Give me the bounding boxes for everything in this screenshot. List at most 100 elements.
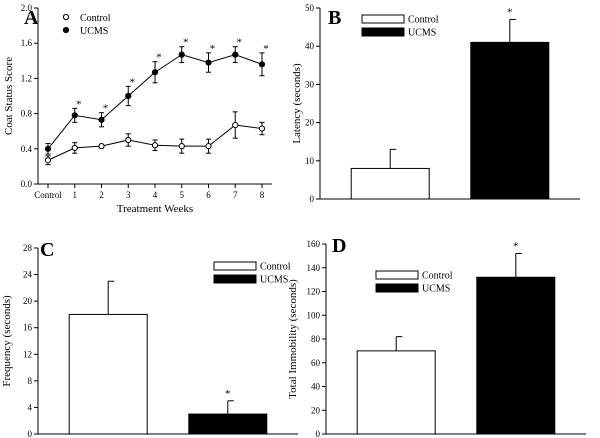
significance-star: *: [183, 37, 189, 49]
y-tick-label: 20: [23, 296, 33, 306]
legend-marker-control: [62, 13, 70, 21]
legend-swatch-ucms: [375, 283, 419, 293]
bar-ucms: [470, 41, 550, 200]
data-point-control: [232, 121, 239, 129]
y-tick-label: 24: [23, 270, 33, 280]
significance-star-ucms: *: [507, 6, 513, 18]
significance-star: *: [76, 98, 82, 110]
y-axis-label: Total Immobility (seconds): [287, 279, 299, 399]
legend-label-ucms: UCMS: [408, 28, 436, 39]
data-point-control: [71, 144, 78, 152]
data-point-ucms: [205, 59, 212, 66]
significance-star: *: [210, 43, 216, 55]
x-tick-label: 7: [233, 190, 238, 200]
x-tick-label: 2: [99, 190, 104, 200]
significance-star: *: [263, 43, 269, 55]
data-point-control: [205, 143, 212, 150]
legend-marker-ucms: [62, 26, 70, 34]
legend-swatch-ucms: [213, 274, 257, 284]
y-tick-label: 40: [311, 382, 321, 392]
data-point-control: [258, 125, 266, 132]
x-tick-label: 3: [126, 190, 131, 200]
y-axis-label: Latency (seconds): [291, 63, 303, 144]
data-point-ucms: [178, 51, 185, 58]
data-point-control: [44, 157, 52, 164]
y-tick-label: 8: [28, 376, 33, 386]
y-tick-label: 12: [23, 349, 32, 359]
x-tick-label: 6: [206, 190, 211, 200]
y-tick-label: 40: [305, 41, 315, 51]
significance-star-ucms: *: [225, 388, 231, 400]
legend-label-ucms: UCMS: [80, 26, 108, 37]
legend-swatch-control: [361, 14, 405, 24]
legend-swatch-control: [375, 270, 419, 280]
x-axis-label: Treatment Weeks: [117, 203, 193, 215]
data-point-ucms: [258, 61, 266, 68]
y-tick-label: 120: [307, 287, 321, 297]
data-point-control: [151, 142, 159, 149]
y-tick-label: 100: [307, 310, 321, 320]
data-point-ucms: [98, 116, 105, 123]
legend-label-control: Control: [260, 262, 291, 273]
data-point-ucms: [125, 92, 132, 100]
y-tick-label: 0.0: [21, 179, 33, 189]
panel-letter: D: [332, 235, 346, 257]
y-tick-label: 1.6: [21, 38, 33, 48]
y-tick-label: 28: [23, 243, 33, 253]
legend-label-ucms: UCMS: [260, 275, 288, 286]
x-tick-label: 8: [260, 190, 265, 200]
x-tick-label: 5: [180, 190, 185, 200]
y-axis-label: Frequency (seconds): [1, 295, 13, 387]
y-tick-label: 20: [311, 405, 321, 415]
y-tick-label: 0: [316, 429, 321, 438]
legend-label-control: Control: [422, 271, 453, 282]
legend-label-control: Control: [408, 15, 439, 26]
significance-star: *: [156, 52, 162, 64]
significance-star-ucms: *: [513, 241, 519, 253]
significance-star: *: [130, 76, 136, 88]
bar-ucms: [188, 413, 268, 435]
x-tick-label: 4: [153, 190, 158, 200]
data-point-control: [125, 136, 132, 144]
panel-b: 0 10 20 30 40 50 Latency (seconds) * Control UCMS…: [291, 3, 580, 204]
y-tick-label: 80: [311, 334, 321, 344]
y-tick-label: 0: [28, 429, 33, 438]
y-tick-label: 4: [28, 402, 33, 412]
data-point-ucms: [71, 112, 78, 119]
y-tick-label: 2.0: [21, 3, 33, 13]
bar-control: [356, 350, 436, 435]
data-point-control: [178, 143, 185, 150]
panel-letter: B: [328, 7, 341, 29]
legend-label-control: Control: [80, 13, 111, 24]
y-tick-label: 16: [23, 323, 33, 333]
data-point-ucms: [232, 51, 239, 58]
y-tick-label: 30: [305, 79, 315, 89]
y-tick-label: 20: [305, 118, 315, 128]
data-point-control: [98, 143, 105, 150]
x-tick-label: Control: [34, 190, 62, 200]
y-tick-label: 60: [311, 358, 321, 368]
panel-c: 0 4 8 12 16 20 24 28 Frequency (seconds) * Control…: [1, 239, 298, 438]
bar-ucms: [476, 276, 556, 435]
y-tick-label: 0.8: [21, 109, 33, 119]
data-point-ucms: [151, 69, 159, 76]
data-point-ucms: [44, 145, 52, 152]
panel-a: 0.0 0.4 0.8 1.2 1.6 2.0 Coat Status Score Contr…: [3, 3, 272, 215]
y-tick-label: 0.4: [21, 144, 33, 154]
panel-letter: C: [40, 239, 54, 261]
significance-star: *: [103, 103, 109, 115]
y-tick-label: 0: [310, 194, 315, 204]
y-tick-label: 1.2: [21, 73, 32, 83]
y-axis-label: Coat Status Score: [3, 57, 15, 135]
panel-d: 0 20 40 60 80 100 120 140 160 Total Immobility (s…: [287, 235, 586, 438]
x-tick-label: 1: [73, 190, 78, 200]
y-tick-label: 160: [307, 239, 321, 249]
bar-control: [350, 167, 430, 200]
legend-swatch-control: [213, 261, 257, 271]
significance-star: *: [237, 37, 243, 49]
y-tick-label: 10: [305, 156, 315, 166]
y-tick-label: 140: [307, 263, 321, 273]
legend-swatch-ucms: [361, 27, 405, 37]
bar-control: [68, 313, 148, 435]
